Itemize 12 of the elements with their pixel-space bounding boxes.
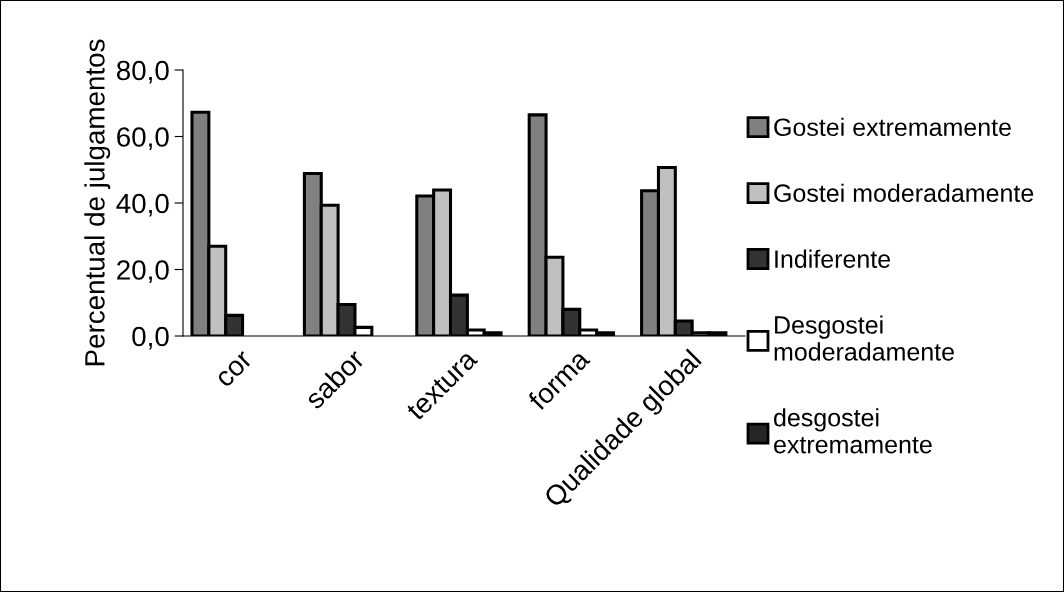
y-tick-label: 60,0 — [117, 127, 169, 151]
y-tick-label: 20,0 — [117, 260, 169, 284]
y-axis-title: Percentual de julgamentos — [84, 39, 111, 366]
legend-label: desgostei extremamente — [774, 408, 932, 454]
legend-label: Gostei moderadamente — [774, 183, 1034, 203]
legend-label: Gostei extremamente — [774, 117, 1011, 137]
y-tick-label: 80,0 — [116, 60, 169, 84]
y-tick-label: 40,0 — [116, 193, 169, 217]
y-tick-label: 0,0 — [132, 326, 169, 350]
x-tick-label: cor — [216, 351, 254, 388]
legend-label: Indiferente — [775, 249, 891, 268]
legend-label: Desgostei moderadamente — [774, 315, 954, 361]
